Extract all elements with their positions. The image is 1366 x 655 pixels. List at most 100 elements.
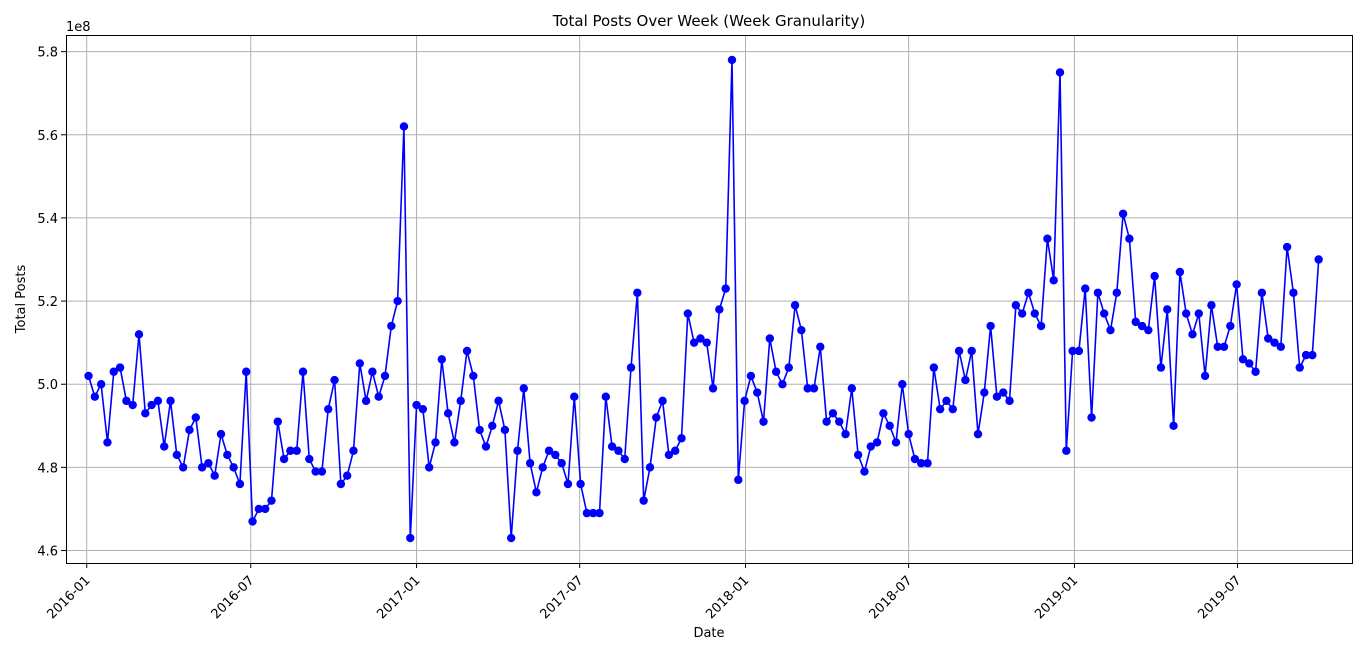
data-point — [898, 380, 907, 389]
data-point — [1188, 330, 1197, 339]
data-point — [626, 363, 636, 372]
y-tick-label: 4.6 — [37, 545, 58, 560]
data-point — [223, 450, 232, 460]
data-point — [1036, 321, 1046, 331]
data-point — [948, 404, 957, 414]
data-point — [727, 55, 737, 65]
data-point — [1156, 363, 1166, 372]
data-point — [683, 309, 693, 318]
data-point — [431, 438, 440, 447]
data-point — [778, 380, 787, 389]
data-point — [929, 363, 939, 372]
data-point — [216, 429, 226, 439]
data-point — [393, 296, 402, 306]
data-point — [809, 384, 819, 393]
data-point — [1257, 288, 1267, 297]
data-point — [1106, 325, 1115, 335]
data-point — [967, 346, 976, 356]
y-tick-label: 5.0 — [37, 378, 58, 393]
data-point — [696, 334, 705, 343]
data-point — [1137, 321, 1147, 331]
data-point — [1308, 350, 1317, 360]
data-point — [210, 471, 219, 480]
data-point — [759, 417, 768, 426]
data-point — [557, 459, 566, 468]
data-point — [872, 438, 882, 447]
data-point — [368, 367, 377, 376]
data-point — [1226, 321, 1235, 331]
data-point — [286, 446, 295, 455]
data-point — [254, 504, 264, 514]
data-point — [248, 517, 257, 526]
data-point — [336, 479, 346, 489]
data-point — [361, 396, 371, 406]
data-point — [122, 396, 131, 406]
data-point — [128, 400, 137, 410]
data-point — [1289, 288, 1298, 297]
data-point — [885, 421, 894, 431]
x-axis-label: Date — [693, 626, 724, 641]
data-point — [172, 450, 182, 460]
data-point — [1055, 68, 1065, 77]
data-point — [380, 371, 390, 381]
data-point — [961, 375, 970, 385]
data-point — [734, 475, 743, 485]
data-point — [771, 367, 781, 376]
data-point — [229, 463, 238, 472]
data-point — [260, 504, 270, 514]
data-point — [1011, 301, 1021, 310]
data-point — [708, 384, 718, 393]
y-tick-label: 4.8 — [37, 461, 58, 476]
data-point — [721, 284, 730, 293]
grid — [66, 35, 1352, 563]
data-point — [1049, 276, 1058, 285]
data-point — [551, 450, 560, 460]
data-point — [677, 434, 686, 443]
data-point — [481, 442, 491, 451]
data-point — [1163, 305, 1172, 314]
data-point — [437, 355, 446, 364]
data-point — [601, 392, 611, 401]
data-point — [1276, 342, 1286, 352]
data-point — [1068, 346, 1077, 356]
data-point — [891, 438, 901, 447]
data-point — [185, 425, 194, 435]
data-point — [462, 346, 472, 356]
data-point — [1005, 396, 1014, 406]
data-point — [563, 479, 573, 489]
data-point — [197, 463, 207, 472]
data-point — [134, 330, 144, 339]
data-point — [942, 396, 951, 406]
data-point — [595, 508, 604, 518]
data-point — [532, 488, 541, 497]
data-point — [399, 122, 409, 131]
data-point — [671, 446, 680, 455]
data-point — [424, 463, 434, 472]
data-point — [620, 454, 629, 464]
data-point — [570, 392, 579, 401]
data-point — [1118, 209, 1128, 218]
data-point — [519, 384, 529, 393]
y-axis: 4.6 4.8 5.0 5.2 5.4 5.6 5.8 — [37, 46, 66, 560]
data-point — [980, 388, 989, 397]
data-point — [153, 396, 163, 406]
data-point — [178, 463, 188, 472]
y-tick-label: 5.4 — [37, 212, 58, 227]
data-point — [702, 338, 711, 347]
data-point — [1024, 288, 1033, 297]
data-point — [500, 425, 510, 435]
data-point — [141, 409, 150, 418]
data-point — [1125, 234, 1134, 243]
data-point — [1093, 288, 1103, 297]
data-point — [513, 446, 522, 455]
data-point — [1194, 309, 1203, 318]
data-point — [1099, 309, 1109, 318]
data-point — [746, 371, 756, 381]
y-tick-label: 5.6 — [37, 129, 58, 144]
data-point — [582, 508, 592, 518]
data-point — [576, 479, 585, 489]
data-point — [816, 342, 825, 352]
y-tick-label: 5.8 — [37, 46, 58, 61]
data-point — [784, 363, 793, 372]
data-point — [418, 404, 428, 414]
